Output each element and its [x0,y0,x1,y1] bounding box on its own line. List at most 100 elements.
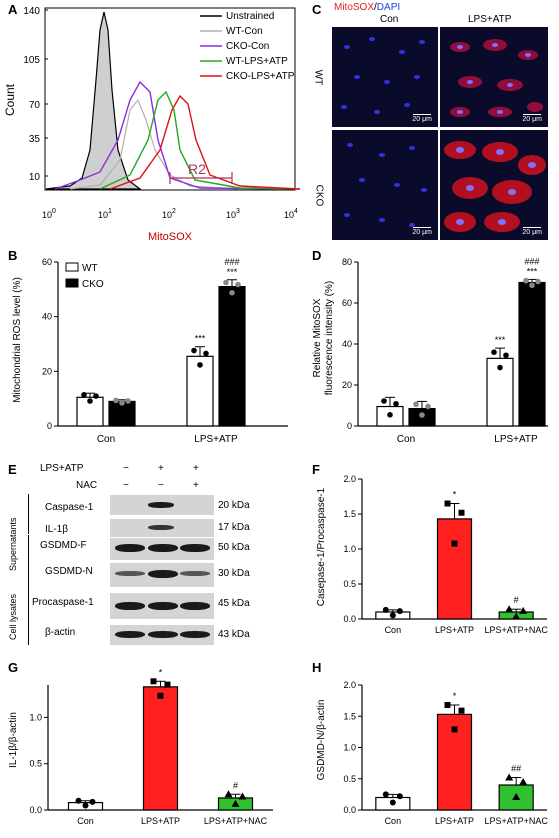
y-tick-10: 10 [29,172,41,183]
nac-sign-3: + [193,480,199,491]
treat-lps-label: LPS+ATP [40,463,84,474]
x-tick-2: 10 [162,210,172,220]
histogram-xlabel: MitoSOX [148,231,193,243]
data-point [75,797,82,804]
scale-bar: 20 μm [412,114,432,123]
sig-mark: * [159,667,163,677]
legend-cko-lps-atp: CKO-LPS+ATP [226,71,295,82]
data-point [389,612,396,619]
y-tick-label: 60 [342,298,352,308]
y-tick-label: 0.5 [343,579,356,589]
row-label-wt: WT [312,69,324,86]
data-point [451,540,458,547]
data-point [458,509,465,516]
band-name-il1b: IL-1β [45,524,68,535]
data-point [119,400,125,406]
nac-sign-2: − [158,480,164,491]
panel-label-c: C [312,2,322,17]
data-point [87,398,93,404]
chart-f-ylabel: Casepase-1/Procaspase-1 [316,487,327,606]
chart-d-ylabel1: Relative MitoSOX [312,298,323,377]
row-label-cko: CKO [313,184,325,207]
panel-label-d: D [312,248,322,263]
band-name-gsdmdn: GSDMD-N [45,566,93,577]
data-point [81,392,87,398]
chart-b-ylabel: Mitochondrial ROS level (%) [12,277,23,403]
stain-blue: DAPI [376,2,401,13]
data-point [491,349,497,355]
data-point [523,277,529,284]
bar [142,686,179,811]
sig-mark: * [453,490,457,500]
x-tick-exp-1: 1 [108,208,112,215]
band-name-procaspase1: Procaspase-1 [32,597,94,608]
data-point [419,412,425,418]
x-tick-3: 10 [226,210,236,220]
panel-label-f: F [312,462,320,477]
nac-sign-1: − [123,480,129,491]
panel-label-h: H [312,660,322,675]
x-tick-0: 10 [42,210,52,220]
chart-d-ylabel2: fluorescence intensity (%) [324,281,335,396]
data-point [235,281,241,288]
y-tick-70: 70 [29,100,41,111]
x-tick-label: LPS+ATP [435,625,474,635]
y-tick-label: 0.5 [343,774,356,784]
x-tick-label: Con [97,434,115,445]
micro-cko-lps: 20 μm [440,130,548,240]
gate-label: R2 [188,161,206,177]
sig-mark: *** [495,335,506,345]
histogram-ylabel: Count [3,83,17,116]
data-point [497,364,503,371]
histogram-unstained [45,11,142,190]
band-name-gsdmdf: GSDMD-F [40,540,87,551]
y-tick-label: 1.5 [343,711,356,721]
data-point [224,790,233,798]
y-tick-label: 0.0 [343,614,356,624]
y-tick-label: 20 [342,380,352,390]
data-point [89,798,96,805]
x-tick-exp-0: 0 [52,208,56,215]
y-tick-label: 0.0 [343,805,356,815]
x-tick-exp-3: 3 [236,208,240,215]
x-tick-exp-2: 2 [172,208,176,215]
blot-gsdmdf [110,538,214,560]
stain-red: MitoSOX [334,2,375,13]
lps-sign-2: + [158,463,164,474]
panel-label-a: A [8,2,18,17]
bar [218,285,246,427]
x-tick-label: Con [385,625,402,635]
bar [186,355,214,427]
y-tick-label: 2.0 [343,680,356,690]
x-tick-label: LPS+ATP+NAC [484,625,548,635]
data-point [150,678,157,685]
y-tick-label: 40 [42,312,52,322]
chart-g-ylabel: IL-1β/β-actin [8,712,19,768]
y-tick-label: 0.0 [29,805,42,815]
data-point [231,799,240,807]
lps-sign-1: − [123,463,129,474]
data-point [197,362,203,368]
data-point [191,347,197,354]
y-tick-label: 1.0 [343,544,356,554]
x-tick-label: LPS+ATP+NAC [204,816,268,826]
data-point [113,397,119,404]
histogram-cko-con [54,80,281,190]
legend-wt-con: WT-Con [226,26,263,37]
data-point [444,500,451,507]
y-tick-label: 40 [342,339,352,349]
y-tick-label: 0 [47,421,52,431]
legend-wt-lps-atp: WT-LPS+ATP [226,56,288,67]
col-label-con: Con [380,14,399,25]
legend-unstrained: Unstrained [226,11,274,22]
sig-mark: # [233,780,238,790]
data-point [382,606,389,613]
scale-bar: 20 μm [412,227,432,236]
bar [518,281,546,427]
band-name-bactin: β-actin [45,627,76,638]
kda-il1b: 17 kDa [218,522,250,533]
legend-cko-con: CKO-Con [226,41,269,52]
y-tick-label: 0.5 [29,759,42,769]
y-tick-label: 1.5 [343,509,356,519]
